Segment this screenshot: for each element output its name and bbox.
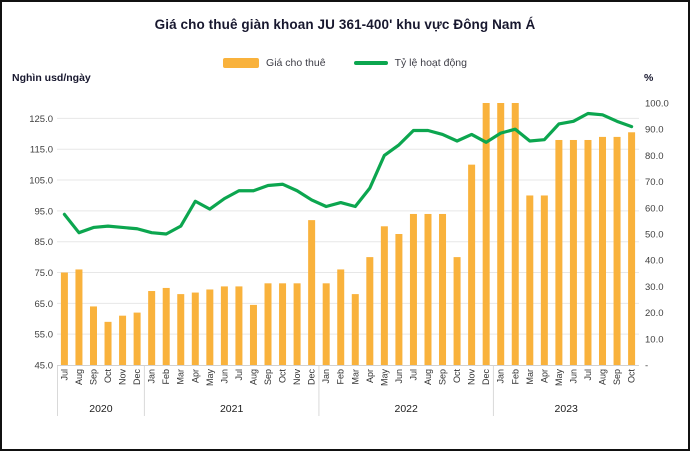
line-swatch-icon	[353, 61, 388, 65]
svg-text:Mar: Mar	[525, 369, 535, 385]
svg-text:Oct: Oct	[103, 369, 113, 384]
svg-text:100.0: 100.0	[645, 99, 669, 110]
svg-text:10.0: 10.0	[645, 334, 664, 345]
svg-text:Oct: Oct	[627, 369, 637, 384]
svg-text:Jan: Jan	[496, 369, 506, 384]
svg-text:Sep: Sep	[612, 369, 622, 385]
svg-text:Feb: Feb	[161, 369, 171, 385]
svg-text:50.0: 50.0	[645, 230, 664, 241]
svg-text:Jan: Jan	[321, 369, 331, 384]
svg-text:60.0: 60.0	[645, 203, 664, 214]
svg-text:Sep: Sep	[263, 369, 273, 385]
svg-text:Apr: Apr	[539, 369, 549, 383]
svg-text:Oct: Oct	[452, 369, 462, 384]
svg-text:Mar: Mar	[350, 369, 360, 385]
svg-text:Oct: Oct	[278, 369, 288, 384]
svg-text:115.0: 115.0	[30, 145, 53, 156]
svg-text:Aug: Aug	[598, 369, 608, 385]
svg-text:Sep: Sep	[438, 369, 448, 385]
svg-text:20.0: 20.0	[645, 308, 664, 319]
svg-text:Jul: Jul	[408, 369, 418, 381]
svg-text:80.0: 80.0	[645, 151, 664, 162]
svg-text:Nov: Nov	[467, 369, 477, 386]
svg-text:90.0: 90.0	[645, 125, 664, 136]
bar-swatch-icon	[223, 58, 260, 68]
svg-text:45.0: 45.0	[35, 361, 54, 372]
svg-text:30.0: 30.0	[645, 282, 664, 293]
svg-text:70.0: 70.0	[645, 177, 664, 188]
svg-text:May: May	[554, 369, 564, 387]
legend-line-label: Tỷ lệ hoạt động	[394, 57, 467, 69]
svg-text:Sep: Sep	[88, 369, 98, 385]
svg-text:Jun: Jun	[219, 369, 229, 384]
svg-text:105.0: 105.0	[29, 176, 53, 187]
svg-text:May: May	[379, 369, 389, 387]
svg-text:Jul: Jul	[234, 369, 244, 381]
svg-text:65.0: 65.0	[35, 299, 54, 310]
svg-text:75.0: 75.0	[35, 268, 54, 279]
svg-text:125.0: 125.0	[29, 114, 53, 125]
svg-text:Aug: Aug	[248, 369, 258, 385]
svg-text:Aug: Aug	[423, 369, 433, 385]
svg-text:Nov: Nov	[118, 369, 128, 386]
svg-text:May: May	[205, 369, 215, 387]
svg-text:Mar: Mar	[176, 369, 186, 385]
legend-bar-label: Giá cho thuê	[266, 57, 326, 69]
svg-text:55.0: 55.0	[35, 330, 54, 341]
svg-text:85.0: 85.0	[35, 237, 54, 248]
svg-text:Apr: Apr	[190, 369, 200, 383]
svg-text:Aug: Aug	[74, 369, 84, 385]
svg-text:40.0: 40.0	[645, 256, 664, 267]
right-axis-caption: %	[644, 72, 654, 84]
svg-text:Dec: Dec	[307, 369, 317, 386]
svg-text:95.0: 95.0	[35, 206, 54, 217]
svg-text:Jun: Jun	[568, 369, 578, 384]
svg-text:Nov: Nov	[292, 369, 302, 386]
svg-text:Feb: Feb	[336, 369, 346, 385]
svg-text:2023: 2023	[555, 403, 579, 415]
svg-text:2021: 2021	[220, 403, 244, 415]
left-axis-caption: Nghìn usd/ngày	[12, 72, 91, 84]
svg-text:Apr: Apr	[365, 369, 375, 383]
svg-text:Jun: Jun	[394, 369, 404, 384]
legend-item-line: Tỷ lệ hoạt động	[353, 57, 467, 69]
legend: Giá cho thuê Tỷ lệ hoạt động	[2, 57, 688, 69]
svg-text:Jul: Jul	[583, 369, 593, 381]
legend-item-bar: Giá cho thuê	[223, 57, 326, 69]
svg-text:2020: 2020	[89, 403, 113, 415]
svg-text:Jul: Jul	[59, 369, 69, 381]
svg-text:-: -	[645, 361, 648, 372]
svg-text:Feb: Feb	[510, 369, 520, 385]
chart-title: Giá cho thuê giàn khoan JU 361-400' khu …	[154, 17, 536, 32]
svg-text:Dec: Dec	[132, 369, 142, 386]
svg-text:2022: 2022	[394, 403, 418, 415]
svg-text:Jan: Jan	[147, 369, 157, 384]
svg-text:Dec: Dec	[481, 369, 491, 386]
